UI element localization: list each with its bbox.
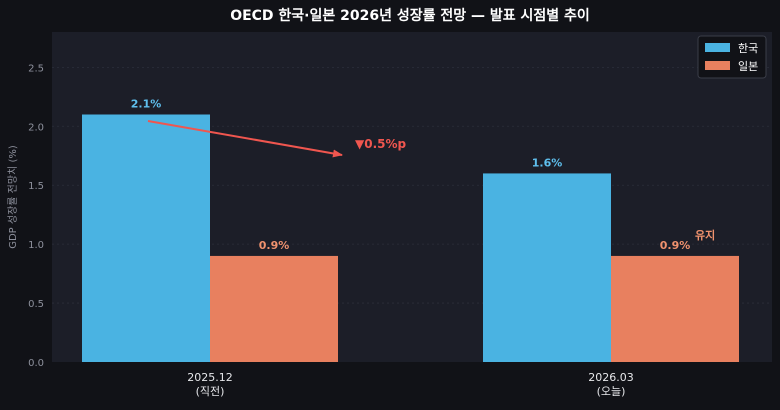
y-tick-label: 1.5 [28, 181, 44, 192]
legend-label-korea: 한국 [738, 42, 758, 55]
change-arrow [147, 120, 343, 158]
chart-title: OECD 한국·일본 2026년 성장률 전망 — 발표 시점별 추이 [230, 7, 590, 24]
bar-data-label: 2.1% [131, 98, 162, 111]
legend: 한국 일본 [697, 35, 767, 79]
x-tick-sublabel: (직전) [196, 385, 225, 398]
bar-data-label: 0.9% [259, 239, 290, 252]
legend-swatch-korea [705, 43, 730, 52]
bar-korea [82, 114, 210, 362]
y-axis-label: GDP 성장률 전망치 (%) [7, 145, 19, 249]
y-tick-label: 1.0 [28, 240, 44, 251]
y-tick-label: 2.0 [28, 122, 44, 133]
x-tick-label: 2025.12 [187, 371, 233, 384]
annotation-japan-unchanged: 유지 [695, 228, 715, 242]
bar-korea [483, 173, 611, 362]
y-tick-label: 2.5 [28, 63, 44, 74]
bar-data-label: 0.9% [660, 239, 691, 252]
y-tick-label: 0.5 [28, 299, 44, 310]
bar-japan [611, 255, 739, 362]
bar-japan [210, 255, 338, 362]
x-tick-label: 2026.03 [588, 371, 634, 384]
annotation-korea-change: ▼0.5%p [355, 137, 407, 151]
bar-data-label: 1.6% [532, 156, 563, 169]
x-tick-sublabel: (오늘) [597, 385, 626, 398]
y-tick-label: 0.0 [28, 358, 44, 369]
legend-label-japan: 일본 [738, 59, 758, 73]
legend-swatch-japan [705, 61, 730, 70]
